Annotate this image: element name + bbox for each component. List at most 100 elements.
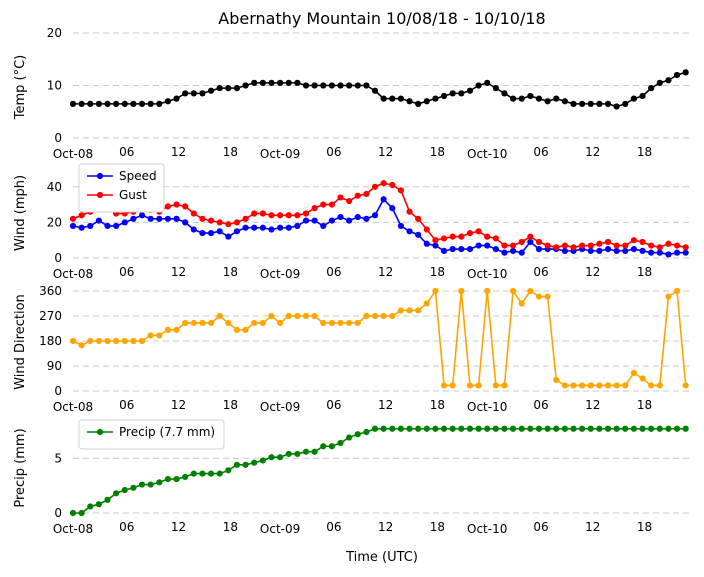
data-point (501, 425, 508, 432)
y-tick-label: 10 (47, 79, 62, 93)
data-point (561, 98, 568, 105)
data-point (535, 425, 543, 432)
data-point (553, 376, 560, 383)
data-point (466, 87, 474, 94)
y-tick-label: 0 (54, 251, 62, 265)
data-point (69, 222, 77, 230)
data-point (622, 100, 629, 107)
data-point (207, 470, 215, 477)
data-point (130, 215, 137, 222)
data-point (164, 203, 172, 210)
data-point (458, 90, 465, 97)
data-point (337, 213, 344, 221)
data-point (233, 326, 241, 333)
x-tick-label: 12 (585, 265, 600, 279)
data-point (156, 215, 163, 222)
data-point (406, 228, 413, 235)
x-tick-label: 06 (119, 265, 134, 279)
x-tick-label: Oct-08 (53, 147, 93, 161)
data-point (130, 484, 137, 491)
data-point (406, 208, 413, 215)
data-point (648, 85, 655, 92)
legend-box (78, 419, 225, 450)
x-tick-label: Oct-10 (467, 147, 507, 161)
data-point (69, 337, 77, 345)
data-point (268, 312, 275, 320)
data-point (630, 369, 638, 377)
data-point (216, 228, 223, 235)
data-point (104, 496, 111, 503)
data-point (302, 82, 310, 89)
data-point (673, 242, 681, 249)
x-tick-label: 06 (533, 265, 548, 279)
y-tick-label: 40 (47, 180, 62, 194)
data-point (320, 443, 327, 450)
data-point (233, 85, 241, 92)
data-point (518, 95, 525, 102)
data-point (466, 382, 474, 389)
data-point (78, 342, 85, 349)
data-point (328, 217, 335, 224)
data-point (570, 425, 577, 432)
legend-swatch-marker (96, 428, 104, 436)
data-point (380, 425, 387, 432)
data-point (673, 287, 681, 295)
data-point (449, 425, 456, 432)
data-point (78, 212, 85, 219)
data-point (113, 490, 120, 497)
data-point (509, 287, 517, 295)
data-point (302, 312, 310, 320)
data-point (337, 194, 344, 201)
data-point (458, 246, 465, 253)
data-point (440, 382, 448, 389)
data-point (251, 210, 258, 217)
data-point (311, 312, 318, 320)
data-point (613, 247, 620, 254)
data-point (475, 382, 482, 389)
data-point (587, 247, 594, 254)
data-point (423, 425, 430, 432)
data-point (363, 82, 370, 89)
data-point (484, 233, 491, 240)
data-point (604, 238, 612, 246)
data-point (121, 337, 128, 345)
data-point (397, 222, 405, 230)
data-point (138, 481, 146, 488)
data-point (501, 249, 508, 256)
x-tick-label: 12 (378, 398, 393, 412)
data-point (207, 87, 215, 94)
data-point (173, 326, 180, 333)
data-point (182, 473, 189, 480)
x-tick-label: 18 (223, 398, 238, 412)
data-point (484, 287, 491, 295)
data-point (242, 461, 249, 468)
x-tick-label: Oct-09 (260, 267, 300, 281)
data-point (277, 79, 284, 86)
data-point (337, 319, 344, 327)
data-point (69, 215, 77, 222)
data-point (544, 242, 551, 249)
panels-layer: 0 10 20 Temp (°C) Oct-08 06 12 18 Oct-09 06 12 18 Oc… (13, 26, 690, 536)
data-point (630, 246, 638, 253)
data-point (182, 90, 189, 97)
data-point (570, 244, 577, 251)
data-point (432, 242, 439, 249)
data-point (639, 247, 646, 254)
data-point (596, 382, 603, 389)
data-point (518, 300, 525, 307)
data-point (173, 215, 180, 222)
data-point (492, 235, 499, 242)
data-point (604, 425, 612, 432)
data-point (415, 425, 422, 432)
data-point (406, 98, 413, 105)
x-tick-label: Oct-10 (467, 522, 507, 536)
data-point (337, 82, 344, 89)
data-point (596, 425, 603, 432)
data-point (147, 332, 154, 339)
data-point (596, 100, 603, 107)
data-point (665, 293, 672, 300)
data-point (596, 240, 603, 247)
data-point (449, 90, 456, 97)
data-point (69, 509, 77, 517)
data-point (579, 382, 586, 389)
